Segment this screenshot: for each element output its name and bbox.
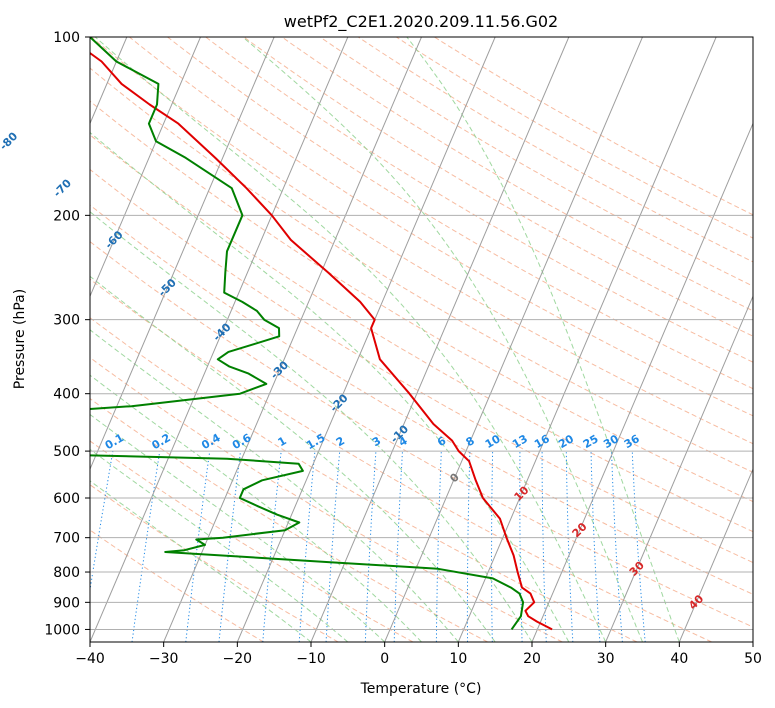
dry-adiabat-line bbox=[90, 204, 753, 595]
mixing-ratio-line bbox=[590, 451, 601, 642]
mixing-ratio-line bbox=[631, 451, 646, 642]
x-tick-label: 50 bbox=[744, 651, 762, 667]
dewpoint-profile-line bbox=[90, 37, 525, 630]
dry-adiabat-line bbox=[90, 168, 753, 564]
isotherm-line bbox=[236, 37, 496, 642]
x-tick-label: −40 bbox=[75, 651, 105, 667]
mixing-ratio-line bbox=[466, 451, 471, 642]
dry-adiabat-line bbox=[90, 317, 638, 642]
dry-adiabat-line bbox=[90, 67, 753, 473]
dry-adiabat-line bbox=[205, 37, 753, 363]
x-tick-label: 40 bbox=[670, 651, 688, 667]
isotherm-line bbox=[678, 467, 753, 642]
temperature-profile-line bbox=[90, 51, 553, 631]
mixing-ratio-line bbox=[491, 451, 494, 642]
moist-adiabat-line bbox=[406, 37, 680, 642]
isotherm-line bbox=[384, 37, 643, 642]
mixing-ratio-line bbox=[298, 451, 316, 642]
y-axis-label: Pressure (hPa) bbox=[12, 289, 28, 389]
dry-adiabat-line bbox=[129, 37, 753, 417]
moist-adiabat-line bbox=[90, 329, 459, 642]
plot-frame bbox=[89, 36, 754, 643]
data-lines bbox=[90, 37, 553, 631]
y-tick-label: 300 bbox=[53, 313, 80, 329]
y-tick-label: 800 bbox=[53, 565, 80, 581]
mixing-ratio-line bbox=[262, 451, 282, 642]
mixing-ratio-line bbox=[325, 451, 341, 642]
x-tick-label: −10 bbox=[296, 651, 326, 667]
isotherm-line bbox=[90, 37, 275, 471]
dry-adiabat-line bbox=[90, 134, 753, 533]
mixing-ratio-line bbox=[519, 451, 523, 642]
mixing-ratio-line bbox=[565, 451, 574, 642]
mixing-ratio-line bbox=[435, 451, 442, 642]
isotherm-line bbox=[605, 295, 753, 642]
y-tick-label: 200 bbox=[53, 208, 80, 224]
isotherm-line bbox=[90, 37, 349, 642]
x-axis-label: Temperature (°C) bbox=[360, 681, 482, 697]
axis-ticks: −40 −30 −20 −10 0 10 20 30 40 50 100 200 300 400 500 60… bbox=[44, 30, 762, 667]
y-tick-label: 600 bbox=[53, 491, 80, 507]
dry-adiabat-line bbox=[357, 37, 753, 263]
y-tick-label: 1000 bbox=[44, 622, 80, 638]
moist-adiabat-line bbox=[90, 448, 349, 642]
dry-adiabat-line bbox=[90, 440, 414, 642]
dry-adiabat-line bbox=[90, 37, 753, 445]
moist-adiabat-line bbox=[94, 37, 607, 642]
moist-adiabat-line bbox=[90, 413, 386, 642]
y-tick-label: 100 bbox=[53, 30, 80, 46]
isotherm-line bbox=[163, 37, 422, 642]
mixing-ratio-line bbox=[541, 451, 547, 642]
chart-title: wetPf2_C2E1.2020.209.11.56.G02 bbox=[284, 12, 558, 32]
y-tick-label: 400 bbox=[53, 387, 80, 403]
background-lines bbox=[90, 37, 753, 642]
mixing-ratio-line bbox=[131, 451, 161, 642]
moist-adiabat-line bbox=[90, 374, 422, 642]
y-tick-label: 500 bbox=[53, 444, 80, 460]
isotherm-line bbox=[90, 37, 201, 298]
dry-adiabat-line bbox=[281, 37, 753, 312]
mixing-ratio-line bbox=[364, 451, 377, 642]
isotherm-line bbox=[531, 122, 753, 642]
moist-adiabat-line bbox=[90, 131, 570, 642]
mixing-ratio-line bbox=[218, 451, 241, 642]
x-tick-label: 10 bbox=[449, 651, 467, 667]
x-tick-label: 20 bbox=[523, 651, 541, 667]
moist-adiabat-line bbox=[90, 211, 533, 642]
dry-adiabat-line bbox=[90, 241, 753, 628]
x-tick-label: 0 bbox=[380, 651, 389, 667]
isotherm-line bbox=[457, 37, 717, 642]
mixing-ratio-line bbox=[393, 451, 403, 642]
dry-adiabat-line bbox=[90, 529, 264, 642]
dry-adiabat-line bbox=[90, 484, 339, 642]
x-tick-label: −30 bbox=[149, 651, 179, 667]
x-tick-label: −20 bbox=[223, 651, 253, 667]
dry-adiabat-line bbox=[243, 37, 753, 337]
x-tick-label: 30 bbox=[597, 651, 615, 667]
y-tick-label: 900 bbox=[53, 595, 80, 611]
mixing-ratio-line bbox=[611, 451, 623, 642]
dry-adiabat-line bbox=[167, 37, 753, 390]
isotherm-line bbox=[310, 37, 570, 642]
dry-adiabat-line bbox=[396, 37, 753, 239]
y-tick-label: 700 bbox=[53, 531, 80, 547]
mixing-ratio-line bbox=[90, 451, 114, 593]
